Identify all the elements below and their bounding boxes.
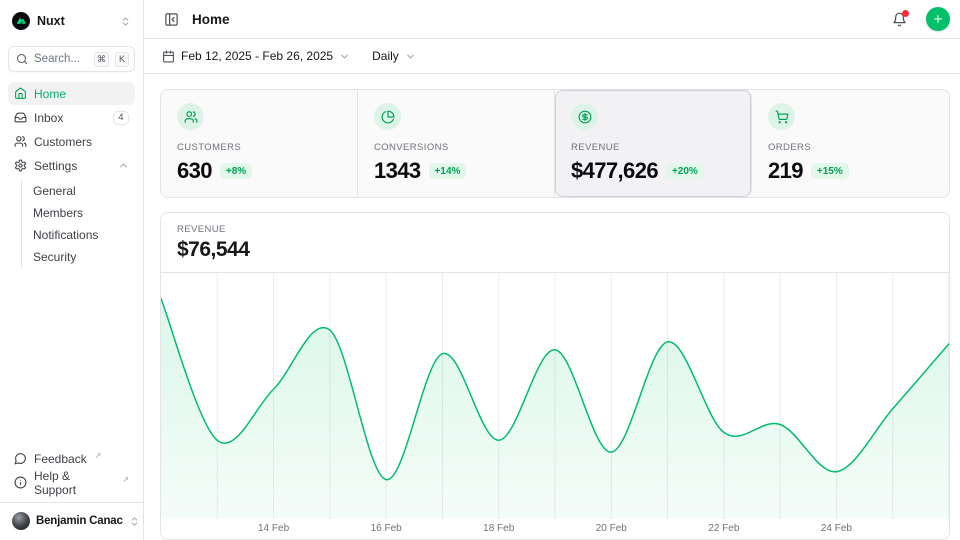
- notifications-button[interactable]: [888, 8, 911, 31]
- chart-current-value: $76,544: [177, 238, 250, 261]
- revenue-chart-card: REVENUE $76,544 14 Feb 16 Feb 18 Feb 20: [160, 212, 950, 540]
- external-link-icon: ↗: [94, 451, 102, 460]
- calendar-icon: [163, 50, 174, 63]
- chart-x-axis: 14 Feb 16 Feb 18 Feb 20 Feb 22 Feb 24 Feb: [161, 519, 949, 539]
- stat-value: 1343: [374, 158, 421, 183]
- x-axis-label: 14 Feb: [257, 523, 290, 534]
- granularity-label: Daily: [372, 49, 399, 64]
- nuxt-logo-icon: [12, 12, 30, 30]
- stat-label: CUSTOMERS: [177, 142, 242, 153]
- search-input[interactable]: [34, 53, 88, 65]
- chevron-down-icon: [341, 54, 348, 59]
- add-button[interactable]: [926, 7, 950, 32]
- x-axis-label: 18 Feb: [483, 523, 515, 534]
- inbox-icon: [14, 112, 27, 123]
- chart-header: REVENUE $76,544: [161, 213, 949, 273]
- sidebar-nav: Home Inbox 4 Customers Settings General …: [8, 82, 135, 268]
- circle-dollar-icon: [571, 103, 598, 130]
- settings-subnav: General Members Notifications Security: [21, 180, 135, 268]
- sidebar-item-label: Customers: [34, 134, 93, 149]
- chevrons-up-down-icon: [129, 516, 140, 527]
- x-axis-label: 22 Feb: [708, 523, 740, 534]
- org-switcher[interactable]: Nuxt: [8, 10, 135, 32]
- stat-value: 630: [177, 158, 213, 183]
- revenue-area-chart[interactable]: [161, 273, 949, 519]
- sidebar-item-customers[interactable]: Customers: [8, 130, 135, 153]
- search-input-wrapper[interactable]: ⌘ K: [8, 46, 135, 72]
- home-icon: [15, 87, 26, 99]
- sidebar-item-inbox[interactable]: Inbox 4: [8, 106, 135, 129]
- x-axis-label: 20 Feb: [595, 523, 627, 534]
- org-name: Nuxt: [37, 14, 65, 28]
- chart-line: [161, 297, 949, 481]
- message-circle-icon: [14, 453, 26, 465]
- filter-toolbar: Feb 12, 2025 - Feb 26, 2025 Daily: [144, 39, 960, 74]
- chevron-down-icon: [407, 54, 414, 59]
- sidebar-item-settings[interactable]: Settings: [8, 154, 135, 177]
- feedback-link[interactable]: Feedback ↗: [8, 447, 135, 470]
- search-icon: [17, 54, 27, 64]
- avatar: [12, 512, 30, 530]
- users-icon: [14, 136, 27, 147]
- content: CUSTOMERS 630 +8% CONVERSIONS 1343 +14%: [144, 74, 960, 540]
- chart-title: REVENUE: [177, 224, 226, 235]
- x-axis-label: 24 Feb: [820, 523, 852, 534]
- top-header: Home: [144, 0, 960, 40]
- shopping-cart-icon: [768, 103, 795, 130]
- kbd-k: K: [115, 51, 129, 67]
- users-icon: [177, 103, 204, 130]
- stat-label: REVENUE: [571, 142, 620, 153]
- sidebar-subitem-security[interactable]: Security: [33, 250, 77, 264]
- sidebar-item-home[interactable]: Home: [8, 82, 135, 105]
- sidebar-item-label: Settings: [34, 158, 78, 173]
- help-support-link[interactable]: Help & Support ↗: [8, 468, 135, 497]
- notification-dot: [902, 9, 909, 17]
- x-axis-label: 16 Feb: [370, 523, 402, 534]
- sidebar-item-label: Home: [34, 86, 67, 101]
- stat-card-conversions[interactable]: CONVERSIONS 1343 +14%: [358, 90, 555, 197]
- sidebar-subitem-general[interactable]: General: [33, 184, 76, 198]
- help-support-label: Help & Support: [34, 468, 77, 497]
- chart-area-fill: [161, 298, 949, 519]
- inbox-count-badge: 4: [112, 110, 129, 125]
- stat-delta-badge: +15%: [810, 163, 849, 179]
- collapse-sidebar-button[interactable]: [160, 8, 183, 31]
- sidebar-spacer: [8, 268, 135, 447]
- plus-icon: [934, 15, 942, 24]
- stat-card-customers[interactable]: CUSTOMERS 630 +8%: [161, 90, 358, 197]
- sidebar-subitem-notifications[interactable]: Notifications: [33, 228, 99, 242]
- sidebar: Nuxt ⌘ K Home Inbox 4 Customers Settings: [0, 0, 144, 540]
- main-area: Home Feb 12, 2025 - Feb 26, 2025 Daily: [144, 0, 960, 540]
- bell-icon: [893, 12, 906, 27]
- user-menu[interactable]: Benjamin Canac: [8, 510, 137, 532]
- info-icon: [14, 476, 27, 489]
- granularity-select[interactable]: Daily: [370, 45, 418, 67]
- sidebar-footer: Feedback ↗ Help & Support ↗ Benjamin Can…: [0, 447, 143, 532]
- date-range-label: Feb 12, 2025 - Feb 26, 2025: [181, 49, 334, 64]
- stat-delta-badge: +14%: [428, 163, 467, 179]
- page-title: Home: [192, 11, 230, 27]
- date-range-picker[interactable]: Feb 12, 2025 - Feb 26, 2025: [160, 45, 352, 67]
- pie-chart-icon: [374, 103, 401, 130]
- panel-left-close-icon: [165, 12, 178, 26]
- stat-value: 219: [768, 158, 804, 183]
- user-name: Benjamin Canac: [36, 515, 123, 527]
- stat-label: ORDERS: [768, 142, 812, 153]
- sidebar-subitem-members[interactable]: Members: [33, 206, 84, 220]
- stats-row: CUSTOMERS 630 +8% CONVERSIONS 1343 +14%: [160, 89, 950, 198]
- sidebar-divider: [0, 502, 143, 503]
- gear-icon: [15, 159, 26, 172]
- sidebar-item-label: Inbox: [34, 110, 64, 125]
- stat-value: $477,626: [571, 158, 659, 183]
- stat-card-orders[interactable]: ORDERS 219 +15%: [752, 90, 949, 197]
- kbd-cmd: ⌘: [94, 51, 109, 67]
- feedback-label: Feedback: [34, 451, 87, 466]
- stat-card-revenue[interactable]: REVENUE $477,626 +20%: [555, 90, 752, 197]
- external-link-icon: ↗: [122, 475, 129, 484]
- chevrons-up-down-icon: [120, 16, 131, 27]
- chevron-up-icon: [120, 163, 127, 168]
- stat-delta-badge: +20%: [665, 163, 704, 179]
- stat-delta-badge: +8%: [219, 163, 253, 179]
- stat-label: CONVERSIONS: [374, 142, 449, 153]
